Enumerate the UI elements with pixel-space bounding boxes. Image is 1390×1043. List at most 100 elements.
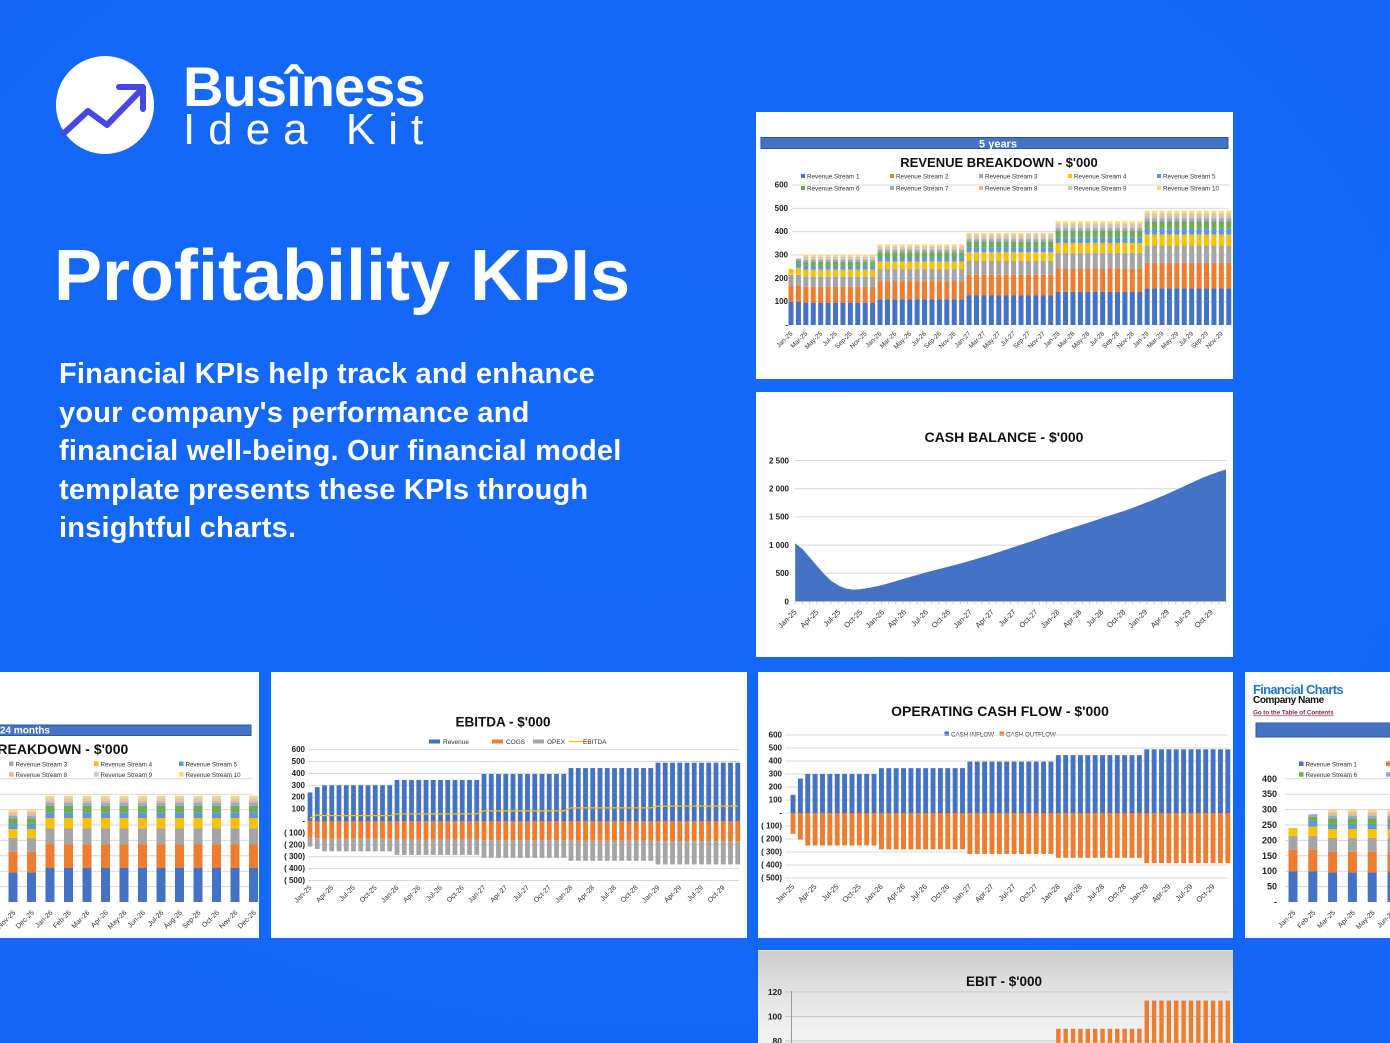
svg-text:EBITDA: EBITDA [583, 739, 607, 746]
svg-text:Apr-29: Apr-29 [1150, 882, 1172, 904]
svg-text:Oct-28: Oct-28 [620, 884, 640, 904]
svg-text:Feb-25: Feb-25 [1297, 909, 1318, 930]
svg-text:Go to the Table of Contents: Go to the Table of Contents [1253, 710, 1334, 717]
svg-text:Aug-26: Aug-26 [163, 909, 184, 930]
svg-text:Jan-26: Jan-26 [864, 608, 887, 631]
svg-text:200: 200 [769, 783, 783, 792]
svg-text:Jan-26: Jan-26 [380, 884, 400, 904]
svg-text:100: 100 [769, 796, 783, 805]
svg-text:( 400): ( 400) [761, 861, 782, 870]
svg-text:Revenue Stream 8: Revenue Stream 8 [16, 772, 68, 779]
svg-text:Jan-25: Jan-25 [1277, 909, 1297, 929]
svg-text:2 000: 2 000 [769, 485, 790, 494]
svg-text:Revenue Stream 10: Revenue Stream 10 [186, 772, 242, 779]
svg-text:500: 500 [776, 569, 790, 578]
svg-text:Oct-26: Oct-26 [930, 608, 952, 630]
svg-text:500: 500 [775, 204, 789, 213]
svg-text:Jun-25: Jun-25 [1376, 909, 1390, 929]
svg-text:Apr-29: Apr-29 [1149, 608, 1171, 630]
svg-text:-: - [785, 321, 788, 330]
svg-text:Oct-26: Oct-26 [446, 884, 466, 904]
svg-text:Revenue Stream 8: Revenue Stream 8 [985, 186, 1038, 193]
svg-text:-: - [779, 809, 782, 818]
svg-text:Jan-27: Jan-27 [467, 884, 487, 904]
svg-text:1 000: 1 000 [769, 541, 790, 550]
svg-text:200: 200 [292, 793, 306, 802]
svg-text:300: 300 [1262, 805, 1277, 815]
svg-text:Mar-25: Mar-25 [1316, 909, 1337, 930]
svg-text:Jan-29: Jan-29 [1127, 608, 1150, 631]
svg-text:100: 100 [292, 805, 306, 814]
svg-text:Oct-29: Oct-29 [1194, 882, 1216, 904]
svg-text:Oct-28: Oct-28 [1105, 608, 1127, 630]
svg-text:Jul-27: Jul-27 [997, 608, 1018, 629]
svg-text:Nov-29: Nov-29 [1205, 330, 1225, 350]
svg-text:Sep-26: Sep-26 [181, 909, 202, 930]
svg-text:Jan-26: Jan-26 [34, 909, 54, 929]
svg-text:500: 500 [769, 744, 783, 753]
svg-text:Revenue Stream 1: Revenue Stream 1 [1306, 762, 1358, 769]
svg-text:Jan-29: Jan-29 [1128, 882, 1151, 905]
svg-text:Jul-29: Jul-29 [686, 884, 705, 903]
svg-text:5 years: 5 years [979, 139, 1017, 151]
svg-text:Jun-26: Jun-26 [127, 909, 147, 929]
svg-text:Nov-26: Nov-26 [218, 909, 239, 930]
svg-text:OPEX: OPEX [547, 739, 566, 746]
svg-text:Jul-29: Jul-29 [1174, 882, 1195, 903]
svg-text:Oct-29: Oct-29 [707, 884, 727, 904]
svg-text:Oct-29: Oct-29 [1193, 608, 1215, 630]
svg-text:( 100): ( 100) [761, 822, 782, 831]
svg-text:May-26: May-26 [107, 909, 129, 931]
svg-text:Jul-28: Jul-28 [1084, 608, 1105, 629]
svg-text:24 months: 24 months [0, 726, 50, 737]
svg-text:150: 150 [1262, 851, 1277, 861]
svg-text:350: 350 [1262, 789, 1277, 799]
svg-text:CASH BALANCE - $'000: CASH BALANCE - $'000 [925, 429, 1084, 445]
svg-text:400: 400 [775, 227, 789, 236]
svg-text:Jan-25: Jan-25 [776, 608, 799, 631]
svg-text:Jan-29: Jan-29 [641, 884, 661, 904]
svg-text:COGS: COGS [506, 739, 526, 746]
svg-text:100: 100 [775, 297, 789, 306]
svg-text:400: 400 [292, 769, 306, 778]
svg-text:Apr-27: Apr-27 [973, 608, 995, 630]
svg-text:80: 80 [773, 1036, 783, 1043]
svg-text:Mar-26: Mar-26 [71, 909, 92, 930]
svg-text:EBITDA - $'000: EBITDA - $'000 [456, 715, 551, 730]
svg-text:Oct-25: Oct-25 [359, 884, 379, 904]
svg-text:0: 0 [785, 597, 790, 606]
svg-text:300: 300 [292, 781, 306, 790]
svg-text:Nov-25: Nov-25 [0, 909, 17, 930]
svg-text:Jul-27: Jul-27 [512, 884, 531, 903]
svg-text:Revenue Stream 4: Revenue Stream 4 [1074, 174, 1127, 181]
svg-text:Oct-26: Oct-26 [929, 882, 951, 904]
svg-text:100: 100 [1262, 866, 1277, 876]
svg-text:Revenue Stream 5: Revenue Stream 5 [1163, 174, 1216, 181]
svg-text:600: 600 [769, 731, 783, 740]
svg-text:Jan-27: Jan-27 [951, 882, 974, 905]
svg-text:( 200): ( 200) [284, 840, 305, 849]
svg-text:Apr-28: Apr-28 [576, 884, 596, 904]
svg-text:Revenue Stream 6: Revenue Stream 6 [807, 186, 860, 193]
svg-text:600: 600 [292, 745, 306, 754]
svg-text:400: 400 [769, 757, 783, 766]
svg-text:Revenue Stream 5: Revenue Stream 5 [186, 762, 238, 769]
svg-text:Revenue Stream 9: Revenue Stream 9 [101, 772, 153, 779]
svg-text:Oct-25: Oct-25 [840, 882, 862, 904]
svg-text:Jan-28: Jan-28 [554, 884, 574, 904]
svg-text:Jul-26: Jul-26 [908, 882, 929, 903]
svg-text:REVENUE BREAKDOWN - $'000: REVENUE BREAKDOWN - $'000 [0, 741, 129, 757]
svg-text:Feb-26: Feb-26 [52, 909, 73, 930]
svg-text:Jul-29: Jul-29 [1172, 608, 1193, 629]
svg-text:Revenue Stream 10: Revenue Stream 10 [1163, 186, 1220, 193]
svg-text:Dec-26: Dec-26 [237, 909, 258, 930]
svg-text:( 500): ( 500) [284, 876, 305, 885]
svg-text:100: 100 [768, 1012, 782, 1022]
svg-text:EBIT - $'000: EBIT - $'000 [966, 974, 1042, 989]
svg-text:Apr-27: Apr-27 [973, 882, 995, 904]
svg-text:Apr-26: Apr-26 [885, 882, 907, 904]
svg-text:Apr-29: Apr-29 [663, 884, 683, 904]
svg-text:300: 300 [769, 770, 783, 779]
svg-text:Jul-25: Jul-25 [820, 882, 841, 903]
svg-text:Apr-25: Apr-25 [315, 884, 335, 904]
